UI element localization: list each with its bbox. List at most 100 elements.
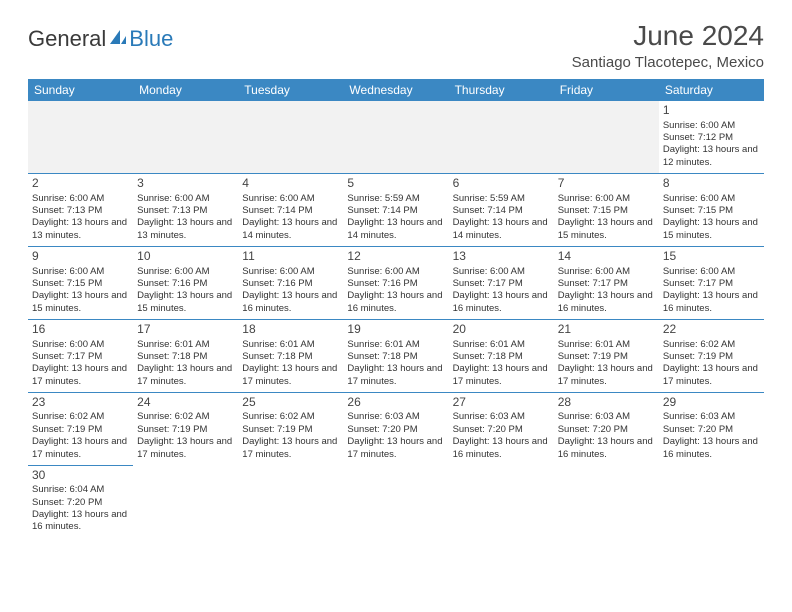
daylight-line: Daylight: 13 hours and 17 minutes. [32,363,129,388]
sunset-line: Sunset: 7:14 PM [453,205,550,217]
calendar-cell: 14Sunrise: 6:00 AMSunset: 7:17 PMDayligh… [554,246,659,319]
sunrise-line: Sunrise: 6:00 AM [32,266,129,278]
day-number: 22 [663,322,760,338]
sunset-line: Sunset: 7:15 PM [558,205,655,217]
calendar-cell: 3Sunrise: 6:00 AMSunset: 7:13 PMDaylight… [133,173,238,246]
sunrise-line: Sunrise: 6:03 AM [663,411,760,423]
logo-text-blue: Blue [129,26,173,52]
sunset-line: Sunset: 7:19 PM [663,351,760,363]
calendar-cell: 9Sunrise: 6:00 AMSunset: 7:15 PMDaylight… [28,246,133,319]
sunset-line: Sunset: 7:20 PM [453,424,550,436]
calendar-cell [659,465,764,537]
calendar-cell: 2Sunrise: 6:00 AMSunset: 7:13 PMDaylight… [28,173,133,246]
daylight-line: Daylight: 13 hours and 14 minutes. [242,217,339,242]
day-number: 29 [663,395,760,411]
sunrise-line: Sunrise: 6:03 AM [347,411,444,423]
sunset-line: Sunset: 7:16 PM [242,278,339,290]
daylight-line: Daylight: 13 hours and 15 minutes. [32,290,129,315]
sunrise-line: Sunrise: 6:02 AM [137,411,234,423]
daylight-line: Daylight: 13 hours and 16 minutes. [663,290,760,315]
calendar-cell: 8Sunrise: 6:00 AMSunset: 7:15 PMDaylight… [659,173,764,246]
calendar-week-row: 1Sunrise: 6:00 AMSunset: 7:12 PMDaylight… [28,101,764,173]
calendar-cell: 29Sunrise: 6:03 AMSunset: 7:20 PMDayligh… [659,392,764,465]
daylight-line: Daylight: 13 hours and 16 minutes. [242,290,339,315]
calendar-cell: 24Sunrise: 6:02 AMSunset: 7:19 PMDayligh… [133,392,238,465]
day-number: 4 [242,176,339,192]
logo: General Blue [28,26,173,52]
calendar-cell: 26Sunrise: 6:03 AMSunset: 7:20 PMDayligh… [343,392,448,465]
calendar-cell: 25Sunrise: 6:02 AMSunset: 7:19 PMDayligh… [238,392,343,465]
sunrise-line: Sunrise: 6:03 AM [558,411,655,423]
sunset-line: Sunset: 7:15 PM [663,205,760,217]
calendar-cell: 10Sunrise: 6:00 AMSunset: 7:16 PMDayligh… [133,246,238,319]
logo-sail-icon [108,26,128,52]
calendar-week-row: 30Sunrise: 6:04 AMSunset: 7:20 PMDayligh… [28,465,764,537]
logo-text-general: General [28,26,106,52]
sunrise-line: Sunrise: 6:00 AM [32,193,129,205]
day-number: 1 [663,103,760,119]
sunrise-line: Sunrise: 6:00 AM [137,266,234,278]
sunset-line: Sunset: 7:18 PM [242,351,339,363]
sunset-line: Sunset: 7:15 PM [32,278,129,290]
sunrise-line: Sunrise: 6:03 AM [453,411,550,423]
daylight-line: Daylight: 13 hours and 14 minutes. [453,217,550,242]
calendar-cell: 27Sunrise: 6:03 AMSunset: 7:20 PMDayligh… [449,392,554,465]
daylight-line: Daylight: 13 hours and 15 minutes. [137,290,234,315]
calendar-cell: 16Sunrise: 6:00 AMSunset: 7:17 PMDayligh… [28,319,133,392]
day-number: 25 [242,395,339,411]
title-block: June 2024 Santiago Tlacotepec, Mexico [572,20,764,71]
day-number: 27 [453,395,550,411]
calendar-cell: 22Sunrise: 6:02 AMSunset: 7:19 PMDayligh… [659,319,764,392]
daylight-line: Daylight: 13 hours and 17 minutes. [137,363,234,388]
daylight-line: Daylight: 13 hours and 17 minutes. [242,363,339,388]
daylight-line: Daylight: 13 hours and 12 minutes. [663,144,760,169]
sunrise-line: Sunrise: 6:01 AM [137,339,234,351]
day-number: 15 [663,249,760,265]
sunrise-line: Sunrise: 6:00 AM [663,193,760,205]
calendar-cell: 18Sunrise: 6:01 AMSunset: 7:18 PMDayligh… [238,319,343,392]
day-number: 3 [137,176,234,192]
calendar-cell [133,465,238,537]
location: Santiago Tlacotepec, Mexico [572,54,764,71]
day-number: 2 [32,176,129,192]
calendar-cell [449,101,554,173]
day-header: Thursday [449,79,554,101]
daylight-line: Daylight: 13 hours and 17 minutes. [663,363,760,388]
sunrise-line: Sunrise: 6:00 AM [242,193,339,205]
day-header: Monday [133,79,238,101]
sunrise-line: Sunrise: 5:59 AM [453,193,550,205]
day-number: 16 [32,322,129,338]
day-number: 28 [558,395,655,411]
sunrise-line: Sunrise: 6:04 AM [32,484,129,496]
sunset-line: Sunset: 7:13 PM [32,205,129,217]
sunset-line: Sunset: 7:20 PM [32,497,129,509]
daylight-line: Daylight: 13 hours and 15 minutes. [558,217,655,242]
sunrise-line: Sunrise: 6:00 AM [137,193,234,205]
sunset-line: Sunset: 7:17 PM [32,351,129,363]
sunrise-line: Sunrise: 6:00 AM [558,193,655,205]
calendar-cell: 13Sunrise: 6:00 AMSunset: 7:17 PMDayligh… [449,246,554,319]
calendar-cell [449,465,554,537]
sunset-line: Sunset: 7:14 PM [347,205,444,217]
calendar-cell: 1Sunrise: 6:00 AMSunset: 7:12 PMDaylight… [659,101,764,173]
calendar-cell: 23Sunrise: 6:02 AMSunset: 7:19 PMDayligh… [28,392,133,465]
sunrise-line: Sunrise: 6:00 AM [663,120,760,132]
sunset-line: Sunset: 7:17 PM [453,278,550,290]
daylight-line: Daylight: 13 hours and 17 minutes. [558,363,655,388]
sunrise-line: Sunrise: 6:02 AM [32,411,129,423]
day-number: 8 [663,176,760,192]
calendar-cell [28,101,133,173]
day-number: 12 [347,249,444,265]
daylight-line: Daylight: 13 hours and 16 minutes. [32,509,129,534]
sunrise-line: Sunrise: 6:00 AM [347,266,444,278]
daylight-line: Daylight: 13 hours and 16 minutes. [453,436,550,461]
calendar-week-row: 2Sunrise: 6:00 AMSunset: 7:13 PMDaylight… [28,173,764,246]
day-header: Saturday [659,79,764,101]
day-number: 30 [32,468,129,484]
sunset-line: Sunset: 7:13 PM [137,205,234,217]
calendar-cell: 19Sunrise: 6:01 AMSunset: 7:18 PMDayligh… [343,319,448,392]
daylight-line: Daylight: 13 hours and 17 minutes. [137,436,234,461]
daylight-line: Daylight: 13 hours and 16 minutes. [663,436,760,461]
daylight-line: Daylight: 13 hours and 16 minutes. [347,290,444,315]
day-number: 18 [242,322,339,338]
